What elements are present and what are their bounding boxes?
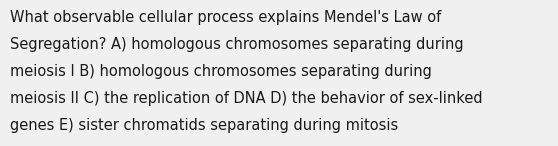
Text: meiosis II C) the replication of DNA D) the behavior of sex-linked: meiosis II C) the replication of DNA D) … — [10, 91, 483, 106]
Text: genes E) sister chromatids separating during mitosis: genes E) sister chromatids separating du… — [10, 118, 398, 133]
Text: What observable cellular process explains Mendel's Law of: What observable cellular process explain… — [10, 10, 441, 25]
Text: meiosis I B) homologous chromosomes separating during: meiosis I B) homologous chromosomes sepa… — [10, 64, 432, 79]
Text: Segregation? A) homologous chromosomes separating during: Segregation? A) homologous chromosomes s… — [10, 37, 464, 52]
